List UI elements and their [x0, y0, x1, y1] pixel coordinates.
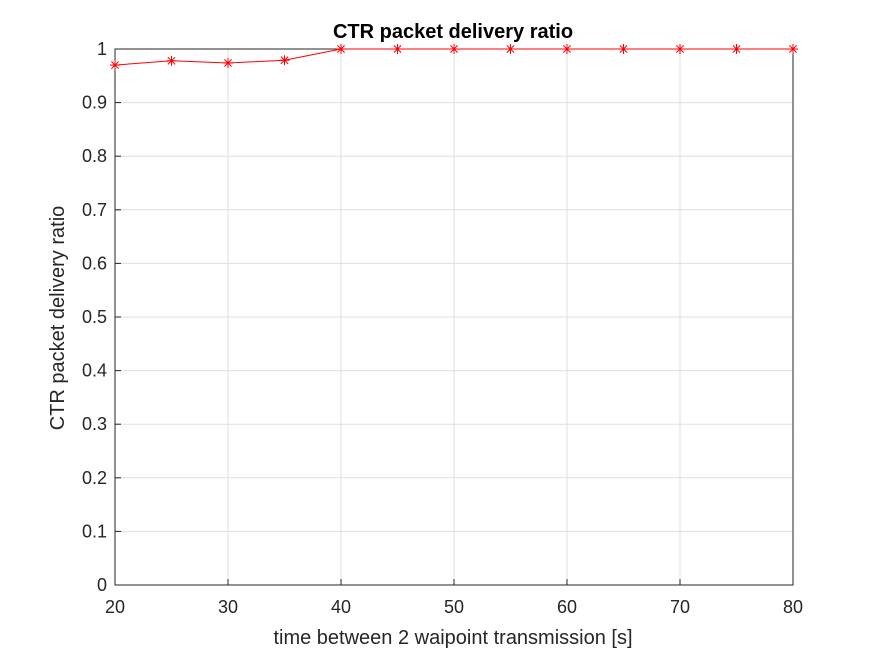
- data-point: [562, 44, 572, 54]
- y-tick-label: 0.7: [82, 200, 107, 220]
- y-tick-label: 0.6: [82, 253, 107, 273]
- data-point: [618, 44, 629, 54]
- y-tick-label: 0: [97, 575, 107, 595]
- chart-title: CTR packet delivery ratio: [333, 21, 573, 43]
- x-tick-label: 30: [218, 597, 238, 617]
- x-tick-label: 50: [444, 597, 464, 617]
- x-tick-label: 20: [105, 597, 125, 617]
- series: [110, 44, 798, 71]
- y-tick-label: 1: [97, 39, 107, 59]
- data-point: [505, 44, 516, 54]
- axis-ticks: 20 30 40 50 60 70 80 0 0.1 0.2 0.3 0.4 0.5 0.6 0.7 0.8 0…: [82, 39, 803, 617]
- data-point: [675, 44, 685, 54]
- x-tick-label: 80: [783, 597, 803, 617]
- data-point: [392, 44, 403, 54]
- x-tick-label: 60: [557, 597, 577, 617]
- data-point: [336, 44, 346, 54]
- x-axis-label: time between 2 waipoint transmission [s]: [273, 627, 632, 649]
- x-tick-label: 40: [331, 597, 351, 617]
- data-point: [223, 57, 233, 68]
- y-tick-label: 0.3: [82, 414, 107, 434]
- y-axis-label: CTR packet delivery ratio: [47, 206, 69, 431]
- data-point: [110, 60, 120, 71]
- data-point: [166, 55, 177, 66]
- y-tick-label: 0.5: [82, 307, 107, 327]
- data-point: [731, 44, 742, 54]
- y-tick-label: 0.4: [82, 361, 107, 381]
- y-tick-label: 0.2: [82, 468, 107, 488]
- x-tick-label: 70: [670, 597, 690, 617]
- data-point: [788, 44, 798, 54]
- data-point: [449, 44, 459, 54]
- y-tick-label: 0.1: [82, 521, 107, 541]
- grid: [114, 48, 794, 586]
- y-tick-label: 0.9: [82, 93, 107, 113]
- data-point: [279, 55, 290, 66]
- y-tick-label: 0.8: [82, 146, 107, 166]
